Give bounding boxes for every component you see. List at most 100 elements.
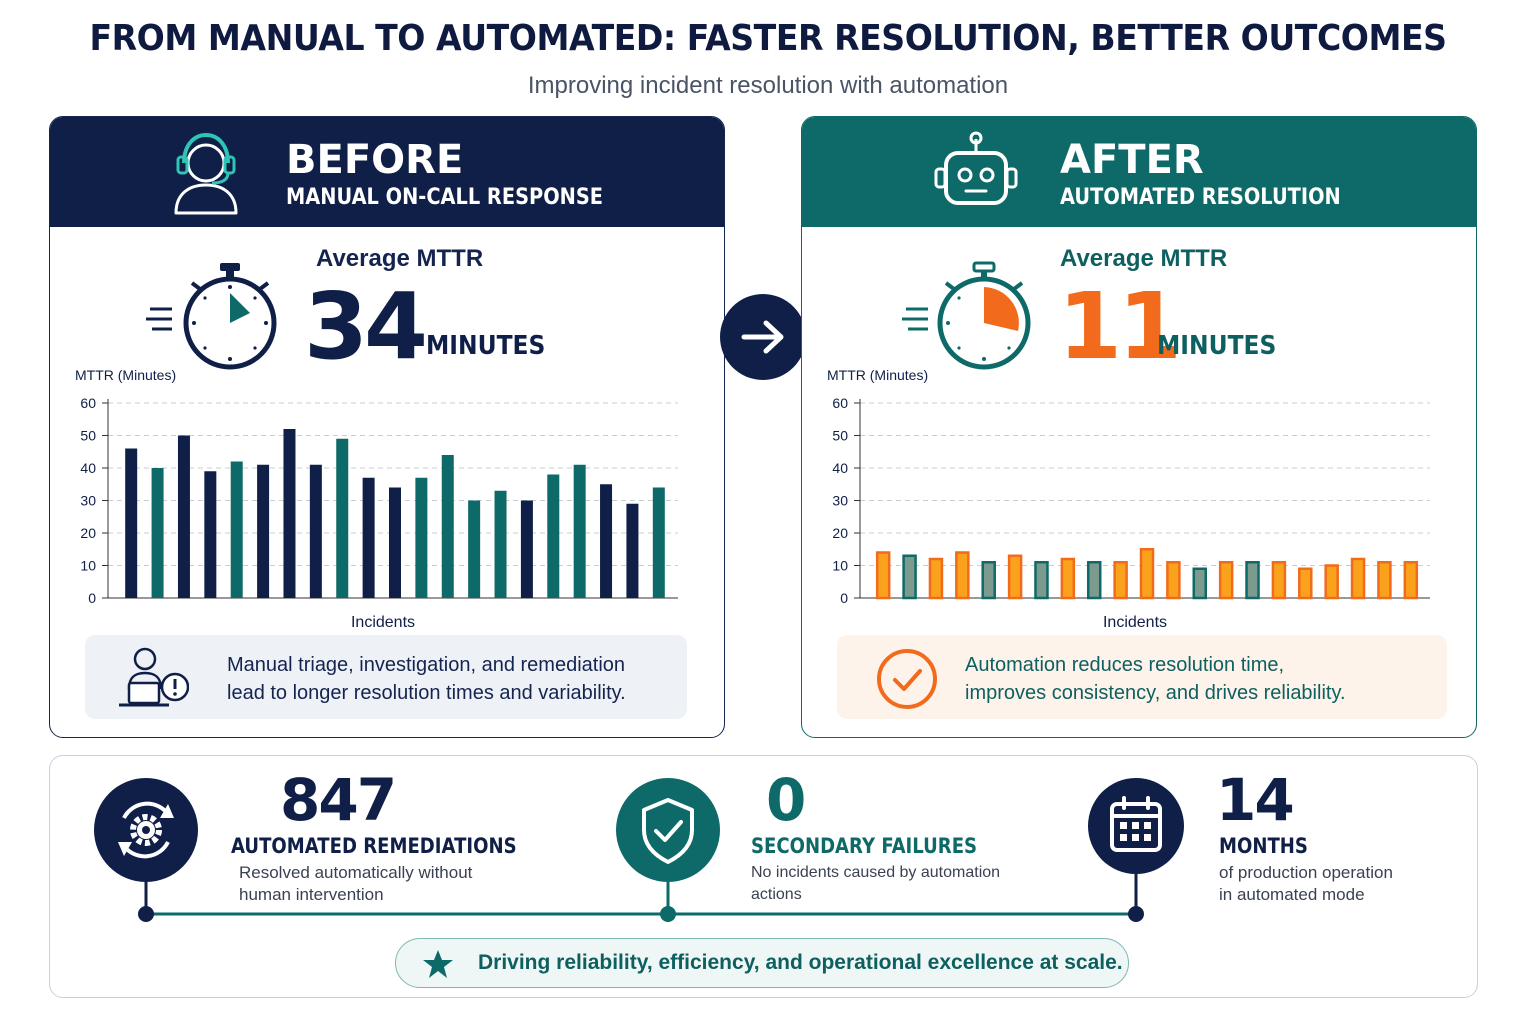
after-title: AFTER xyxy=(1060,137,1204,183)
bar xyxy=(1298,567,1313,600)
after-mttr-unit: MINUTES xyxy=(1157,331,1277,361)
banner-text: Driving reliability, efficiency, and ope… xyxy=(478,951,1123,974)
bar xyxy=(1350,557,1366,600)
bar xyxy=(494,490,507,598)
stat-value-failures: 0 xyxy=(766,766,806,834)
bar xyxy=(177,435,190,598)
stat-desc-failures: No incidents caused by automation action… xyxy=(751,864,1001,903)
bar xyxy=(600,484,613,598)
stat-label-remediations: AUTOMATED REMEDIATIONS xyxy=(231,834,517,858)
bar xyxy=(955,551,970,600)
stats-section: 847 AUTOMATED REMEDIATIONS Resolved auto… xyxy=(49,755,1478,998)
before-mttr-label: Average MTTR xyxy=(316,245,484,272)
closing-banner: Driving reliability, efficiency, and ope… xyxy=(395,938,1129,988)
arrow-right-icon xyxy=(741,320,784,354)
bar xyxy=(1139,548,1155,600)
bar xyxy=(415,477,428,598)
before-title: BEFORE xyxy=(286,137,464,183)
bar xyxy=(928,557,944,600)
bar xyxy=(1166,561,1181,600)
bar xyxy=(1086,561,1102,600)
y-tick-label: 30 xyxy=(832,493,848,509)
y-tick-label: 50 xyxy=(80,428,96,444)
bar xyxy=(336,438,349,598)
after-panel: AFTER AUTOMATED RESOLUTION Average MTTR … xyxy=(801,116,1477,738)
stat-desc-months: of production operation in automated mod… xyxy=(1219,863,1393,904)
before-note-text: Manual triage, investigation, and remedi… xyxy=(227,654,626,704)
y-tick-label: 60 xyxy=(832,395,848,411)
bar xyxy=(902,554,917,600)
bar xyxy=(981,561,996,600)
bar xyxy=(1113,561,1128,600)
y-tick-label: 50 xyxy=(832,428,848,444)
bar xyxy=(389,487,401,598)
page-subtitle: Improving incident resolution with autom… xyxy=(527,72,1009,99)
bar xyxy=(573,464,586,598)
before-mttr-chart: MTTR (Minutes) 0 10 20 30 40 50 60 Incidents xyxy=(68,365,708,635)
robot-icon xyxy=(934,131,1018,205)
after-mttr-label: Average MTTR xyxy=(1060,245,1228,272)
bar xyxy=(1403,561,1419,600)
check-circle-icon xyxy=(877,649,937,709)
stat-label-months: MONTHS xyxy=(1219,834,1308,858)
before-subtitle: MANUAL ON-CALL RESPONSE xyxy=(286,185,604,210)
after-header: AFTER AUTOMATED RESOLUTION xyxy=(802,117,1476,227)
bar xyxy=(626,503,639,598)
before-note: Manual triage, investigation, and remedi… xyxy=(85,635,687,719)
person-laptop-alert-icon xyxy=(119,647,189,707)
stat-desc-remediations: Resolved automatically without human int… xyxy=(239,863,473,904)
before-mttr-unit: MINUTES xyxy=(426,331,546,361)
stat-icon-circle xyxy=(1088,778,1184,874)
shield-check-icon xyxy=(642,798,694,864)
before-header: BEFORE MANUAL ON-CALL RESPONSE xyxy=(50,117,724,227)
y-tick-label: 0 xyxy=(840,590,848,606)
after-chart-svg: MTTR (Minutes) 0 10 20 30 40 50 60 Incidents xyxy=(827,367,1430,631)
stat-value-months: 14 xyxy=(1216,766,1295,834)
y-tick-label: 10 xyxy=(80,558,96,574)
bar xyxy=(125,448,138,598)
y-tick-label: 60 xyxy=(80,395,96,411)
after-mttr-chart: MTTR (Minutes) 0 10 20 30 40 50 60 Incidents xyxy=(820,365,1460,635)
x-axis-label: Incidents xyxy=(351,614,415,631)
star-icon xyxy=(423,950,453,978)
y-tick-label: 40 xyxy=(832,460,848,476)
after-mttr-value: 11 xyxy=(1058,273,1182,380)
y-tick-label: 30 xyxy=(80,493,96,509)
bar xyxy=(230,461,243,598)
before-panel: BEFORE MANUAL ON-CALL RESPONSE Average M… xyxy=(49,116,725,738)
bar xyxy=(1034,561,1049,600)
stat-icon-circle xyxy=(616,778,720,882)
transition-arrow xyxy=(720,294,806,380)
bar xyxy=(1324,564,1339,600)
bar xyxy=(441,455,454,598)
gear-cycle-icon xyxy=(118,801,174,859)
bar xyxy=(1060,557,1076,600)
after-note-text: Automation reduces resolution time, impr… xyxy=(965,654,1346,704)
before-mttr-value: 34 xyxy=(304,273,428,380)
bar xyxy=(547,474,560,598)
y-tick-label: 0 xyxy=(88,590,96,606)
bar xyxy=(468,500,481,598)
before-chart-svg: MTTR (Minutes) 0 10 20 30 40 50 60 Incidents xyxy=(75,367,678,631)
headset-agent-icon xyxy=(174,132,238,215)
calendar-icon xyxy=(1110,796,1162,852)
y-axis-label: MTTR (Minutes) xyxy=(75,367,176,383)
x-axis-label: Incidents xyxy=(1103,614,1167,631)
bar xyxy=(875,551,891,600)
y-tick-label: 20 xyxy=(80,525,96,541)
stat-icon-circle xyxy=(94,778,198,882)
stat-label-failures: SECONDARY FAILURES xyxy=(751,834,978,858)
bar xyxy=(1377,561,1392,600)
stopwatch-icon xyxy=(902,261,1031,370)
y-axis-label: MTTR (Minutes) xyxy=(827,367,928,383)
bar xyxy=(362,477,375,598)
bar xyxy=(1007,554,1023,600)
after-note: Automation reduces resolution time, impr… xyxy=(837,635,1447,719)
bar xyxy=(520,500,533,598)
stopwatch-icon xyxy=(146,263,277,370)
y-tick-label: 20 xyxy=(832,525,848,541)
page-title: FROM MANUAL TO AUTOMATED: FASTER RESOLUT… xyxy=(89,18,1447,59)
bar xyxy=(204,471,217,598)
bar xyxy=(257,464,270,598)
bar xyxy=(1218,561,1234,600)
